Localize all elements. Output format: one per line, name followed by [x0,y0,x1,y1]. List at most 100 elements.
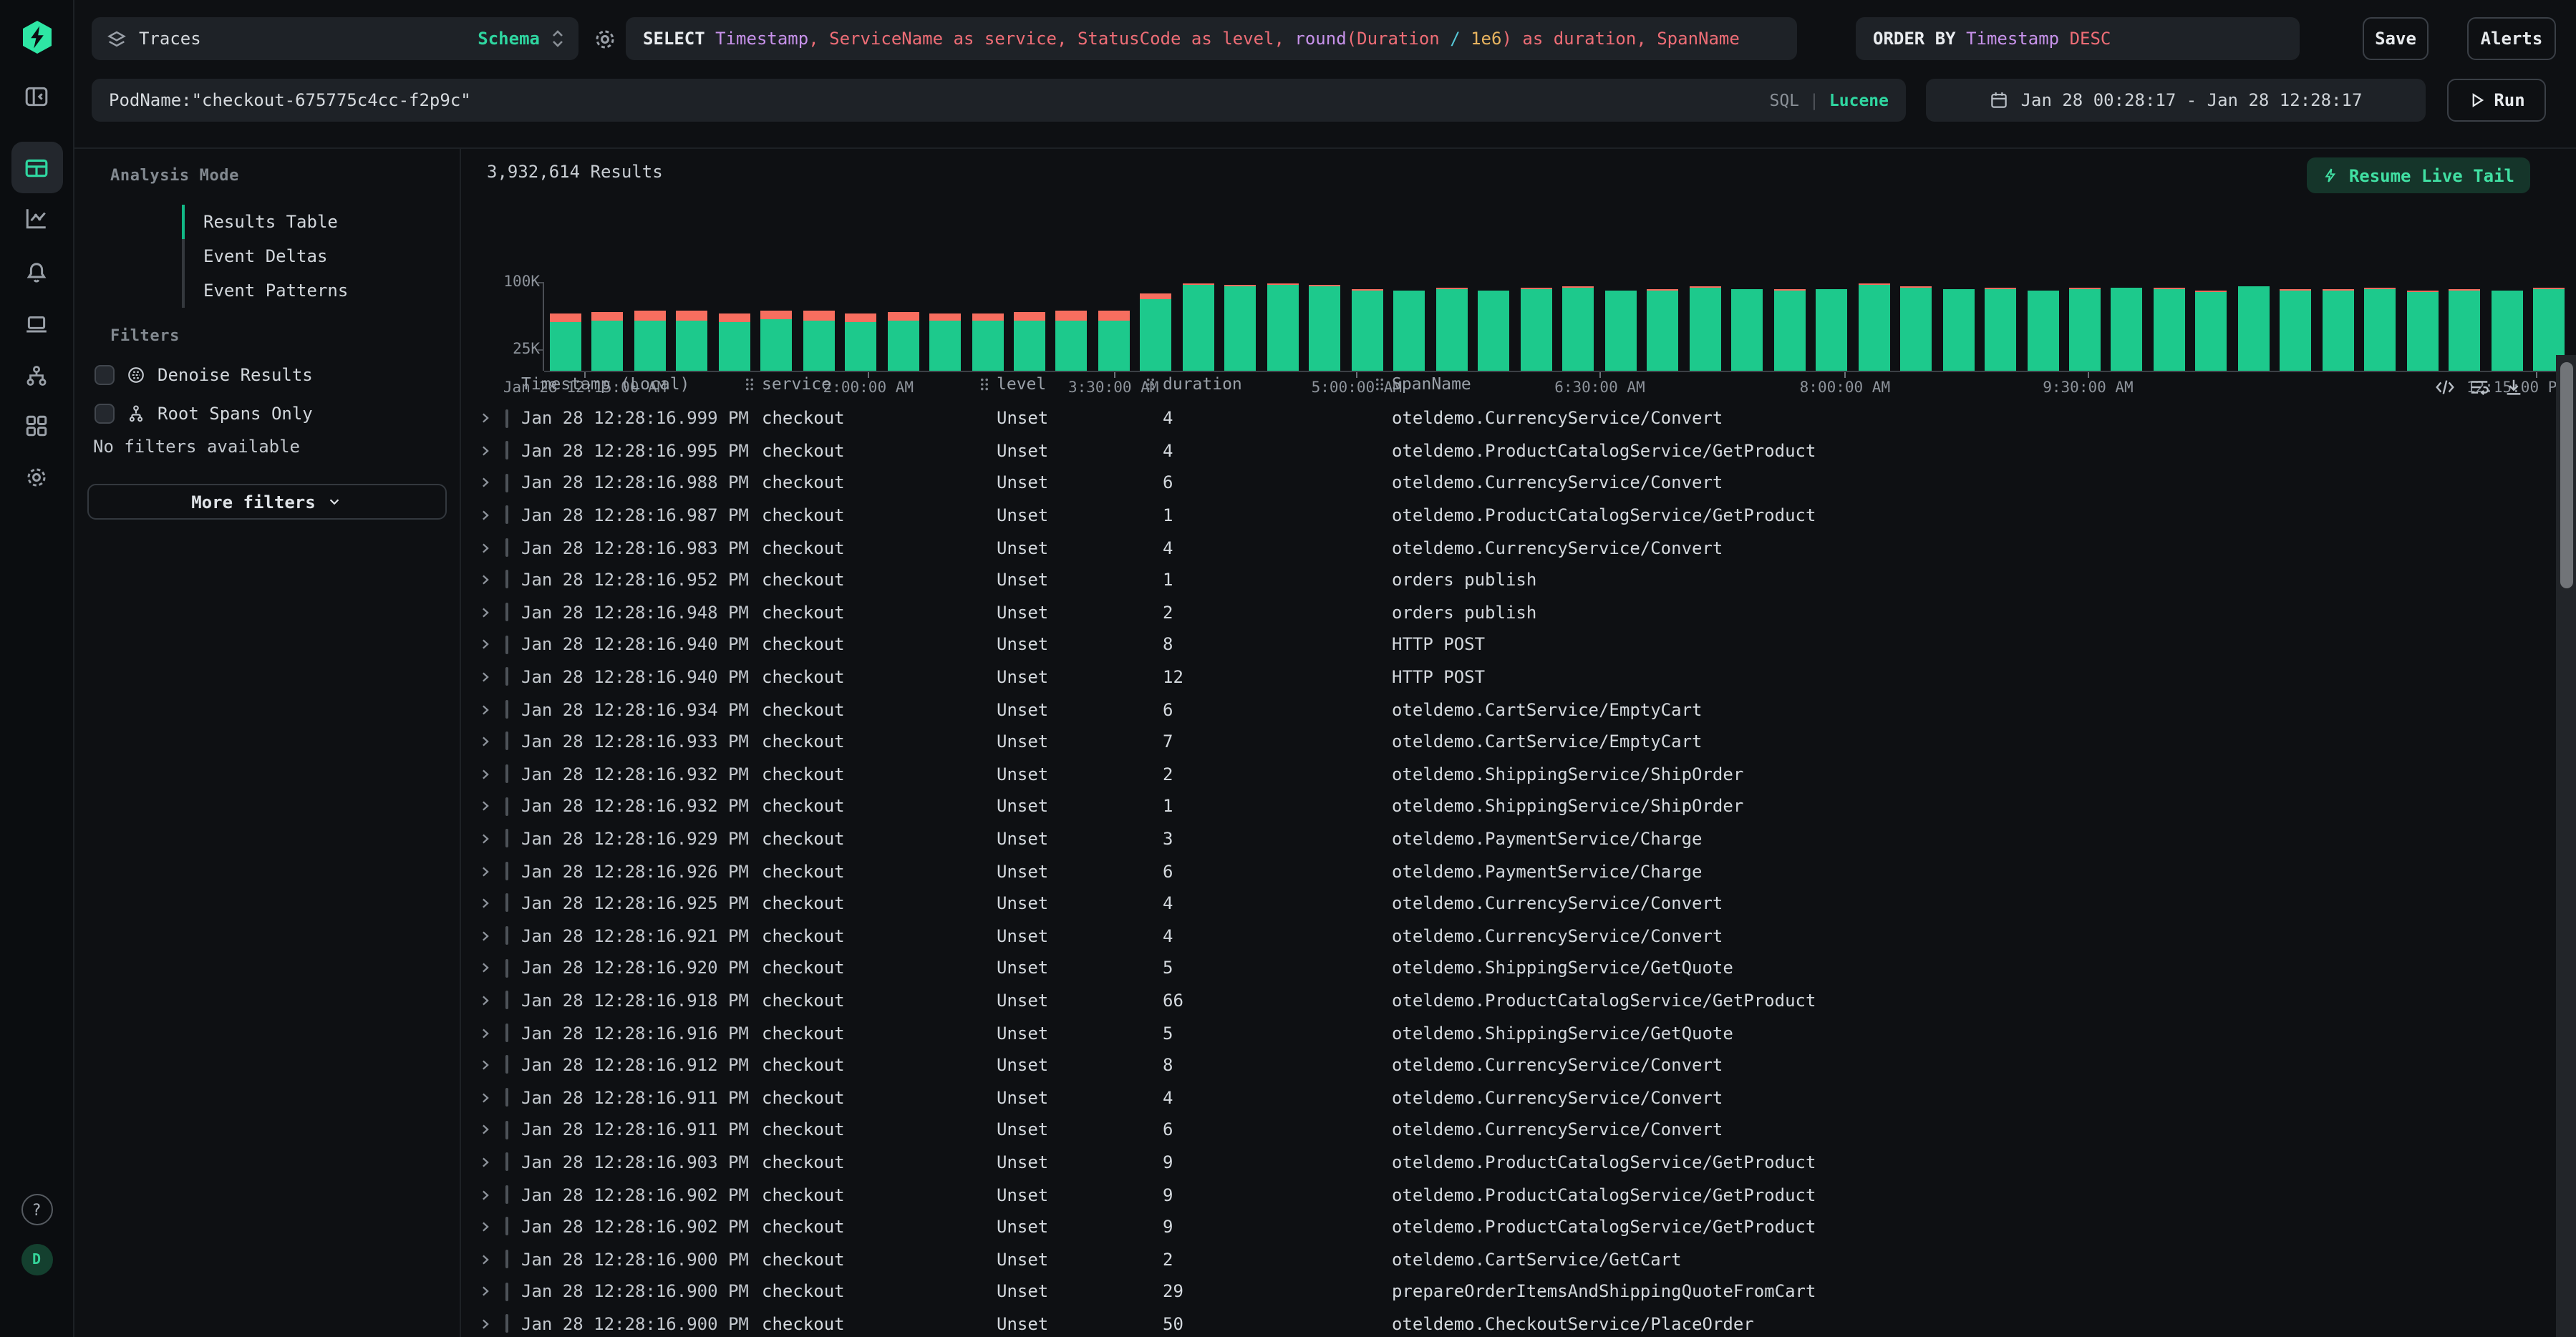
expand-row-chevron-icon[interactable] [478,1187,493,1202]
code-icon[interactable] [2434,376,2456,398]
histogram-bar[interactable] [1521,288,1552,371]
histogram-bar[interactable] [1183,284,1214,371]
drag-handle-icon[interactable] [978,376,991,392]
histogram-bar[interactable] [718,313,750,371]
histogram-bar[interactable] [845,314,876,371]
checkbox[interactable] [95,365,115,385]
expand-row-chevron-icon[interactable] [478,573,493,588]
expand-row-chevron-icon[interactable] [478,896,493,910]
histogram-bar[interactable] [1647,288,1678,371]
drag-handle-icon[interactable] [1144,376,1157,392]
histogram-bar[interactable] [2323,289,2354,371]
table-row[interactable]: Jan 28 12:28:16.911 PMcheckoutUnset4otel… [461,1081,2556,1114]
nav-settings-button[interactable] [11,451,62,502]
source-selector[interactable]: Traces Schema [92,17,578,60]
table-row[interactable]: Jan 28 12:28:16.940 PMcheckoutUnset12HTT… [461,661,2556,694]
table-row[interactable]: Jan 28 12:28:16.999 PMcheckoutUnset4otel… [461,402,2556,434]
source-settings-button[interactable] [593,27,617,52]
expand-row-chevron-icon[interactable] [478,1123,493,1137]
expand-row-chevron-icon[interactable] [478,832,493,846]
table-row[interactable]: Jan 28 12:28:16.988 PMcheckoutUnset6otel… [461,467,2556,499]
table-row[interactable]: Jan 28 12:28:16.911 PMcheckoutUnset6otel… [461,1114,2556,1146]
scrollbar-thumb[interactable] [2560,362,2572,588]
histogram-bar[interactable] [1731,289,1763,371]
expand-row-chevron-icon[interactable] [478,638,493,652]
language-toggle[interactable]: SQL | Lucene [1769,90,1889,110]
drag-handle-icon[interactable] [743,376,756,392]
expand-row-chevron-icon[interactable] [478,929,493,943]
table-row[interactable]: Jan 28 12:28:16.902 PMcheckoutUnset9otel… [461,1179,2556,1211]
table-row[interactable]: Jan 28 12:28:16.921 PMcheckoutUnset4otel… [461,920,2556,952]
histogram-bar[interactable] [1858,284,1889,371]
expand-row-chevron-icon[interactable] [478,540,493,555]
expand-row-chevron-icon[interactable] [478,864,493,878]
histogram-bar[interactable] [2196,291,2227,371]
more-filters-button[interactable]: More filters [87,484,447,520]
expand-row-chevron-icon[interactable] [478,1026,493,1040]
histogram-bar[interactable] [634,311,665,371]
column-header-spanname[interactable]: SpanName [1373,374,1471,394]
date-range-picker[interactable]: Jan 28 00:28:17 - Jan 28 12:28:17 [1926,79,2426,122]
alerts-button[interactable]: Alerts [2467,17,2556,60]
expand-row-chevron-icon[interactable] [478,412,493,426]
table-row[interactable]: Jan 28 12:28:16.932 PMcheckoutUnset1otel… [461,790,2556,822]
histogram-bar[interactable] [760,311,792,371]
table-row[interactable]: Jan 28 12:28:16.912 PMcheckoutUnset8otel… [461,1049,2556,1081]
histogram-bar[interactable] [1014,312,1045,371]
histogram-bar[interactable] [803,311,834,371]
histogram-bar[interactable] [1225,285,1256,371]
mode-event-patterns[interactable]: Event Patterns [182,273,348,308]
expand-row-chevron-icon[interactable] [478,1285,493,1299]
table-row[interactable]: Jan 28 12:28:16.940 PMcheckoutUnset8HTTP… [461,628,2556,661]
histogram-bar[interactable] [887,312,919,371]
nav-client-sessions-button[interactable] [11,298,62,349]
table-row[interactable]: Jan 28 12:28:16.932 PMcheckoutUnset2otel… [461,758,2556,790]
table-row[interactable]: Jan 28 12:28:16.987 PMcheckoutUnset1otel… [461,500,2556,532]
histogram-bar[interactable] [2280,288,2312,371]
histogram-bar[interactable] [2407,291,2439,371]
table-row[interactable]: Jan 28 12:28:16.920 PMcheckoutUnset5otel… [461,952,2556,984]
expand-row-chevron-icon[interactable] [478,702,493,716]
table-row[interactable]: Jan 28 12:28:16.995 PMcheckoutUnset4otel… [461,434,2556,467]
filter-toggle-denoise-results[interactable]: Denoise Results [95,361,313,389]
histogram-bar[interactable] [972,313,1003,371]
table-row[interactable]: Jan 28 12:28:16.916 PMcheckoutUnset5otel… [461,1017,2556,1049]
table-row[interactable]: Jan 28 12:28:16.903 PMcheckoutUnset9otel… [461,1146,2556,1178]
histogram-bar[interactable] [1773,288,1805,371]
nav-dashboards-button[interactable] [11,399,62,451]
column-header-level[interactable]: level [978,374,1046,394]
histogram-bar[interactable] [2238,286,2270,371]
histogram-bar[interactable] [1689,287,1720,371]
column-header-timestamp-local-[interactable]: Timestamp (Local) [521,374,689,394]
checkbox[interactable] [95,404,115,424]
histogram-bar[interactable] [1098,311,1130,371]
expand-row-chevron-icon[interactable] [478,1220,493,1234]
histogram-bar[interactable] [2449,289,2481,371]
expand-row-chevron-icon[interactable] [478,508,493,522]
collapse-sidebar-button[interactable] [11,70,62,122]
expand-row-chevron-icon[interactable] [478,1091,493,1105]
histogram-bar[interactable] [1900,287,1932,371]
histogram-bar[interactable] [2365,288,2396,371]
expand-row-chevron-icon[interactable] [478,734,493,749]
expand-row-chevron-icon[interactable] [478,606,493,620]
scrollbar[interactable] [2556,355,2576,1337]
expand-row-chevron-icon[interactable] [478,993,493,1008]
expand-row-chevron-icon[interactable] [478,476,493,490]
mode-event-deltas[interactable]: Event Deltas [182,239,348,273]
histogram-bar[interactable] [2069,288,2101,371]
histogram-bar[interactable] [1942,289,1974,371]
expand-row-chevron-icon[interactable] [478,767,493,782]
nav-service-map-button[interactable] [11,349,62,401]
drag-handle-icon[interactable] [1373,376,1386,392]
table-row[interactable]: Jan 28 12:28:16.902 PMcheckoutUnset9otel… [461,1211,2556,1243]
expand-row-chevron-icon[interactable] [478,1252,493,1266]
table-row[interactable]: Jan 28 12:28:16.925 PMcheckoutUnset4otel… [461,888,2556,920]
histogram-bar[interactable] [1562,287,1594,371]
mode-results-table[interactable]: Results Table [182,205,348,239]
search-input[interactable]: PodName:"checkout-675775c4cc-f2p9c" SQL … [92,79,1906,122]
table-row[interactable]: Jan 28 12:28:16.900 PMcheckoutUnset50ote… [461,1308,2556,1337]
app-logo-icon[interactable] [19,19,56,56]
histogram-bar[interactable] [1436,288,1468,371]
histogram-bar[interactable] [591,312,623,371]
